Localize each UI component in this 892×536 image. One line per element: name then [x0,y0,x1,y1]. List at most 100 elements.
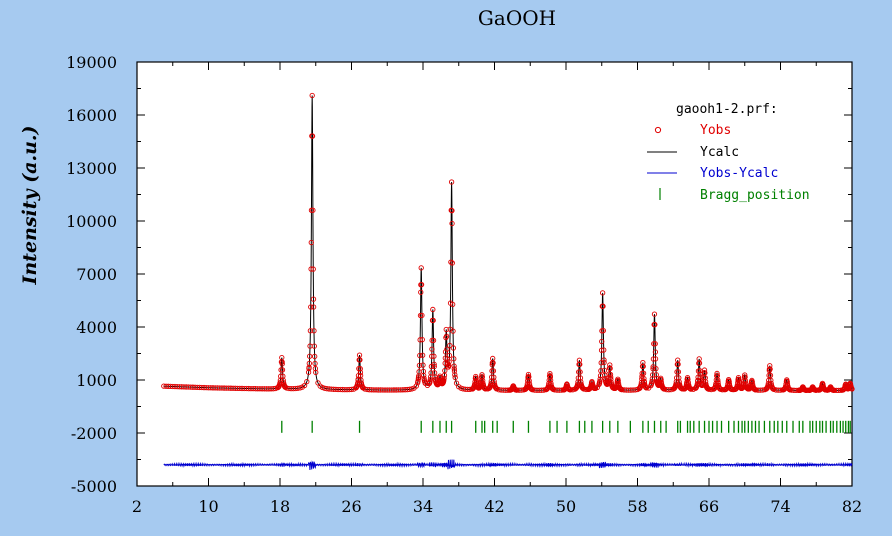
yobs-point [608,376,614,383]
yobs-point [450,301,456,308]
yobs-point [417,352,423,359]
yobs-point [598,347,605,353]
yobs-point [479,374,485,380]
yobs-point [490,360,496,366]
yobs-point [311,328,317,334]
yobs-point [695,377,701,384]
x-tick-label: 42 [484,497,504,516]
yobs-point [308,304,314,310]
yobs-point [547,377,554,383]
yobs-point [420,362,426,368]
yobs-point [444,346,450,352]
yobs-point [451,368,458,374]
yobs-point [767,366,773,372]
plot-area [136,61,853,487]
yobs-point [742,378,749,384]
yobs-point [526,378,532,384]
yobs-point [577,361,583,368]
yobs-point [430,317,436,324]
yobs-point [449,208,455,214]
yobs-point [310,207,316,213]
x-tick-label: 26 [341,497,361,516]
yobs-point [640,363,646,369]
yobs-point [599,338,605,345]
y-tick-label: 4000 [76,318,117,337]
yobs-point [441,375,447,381]
yobs-point [421,375,427,382]
yobs-point [768,377,774,383]
yobs-point [309,92,315,99]
x-tick-label: 74 [770,497,790,516]
yobs-point [313,369,319,375]
yobs-point [416,362,423,369]
yobs-point [418,289,424,295]
yobs-point [766,377,772,383]
series-layer [161,92,855,471]
yobs-point [598,360,604,366]
yobs-point [451,363,457,369]
yobs-point [431,361,437,367]
yobs-point [301,382,308,389]
yobs-point [279,359,285,365]
yobs-point [652,349,659,355]
yobs-point [451,356,457,362]
yobs-point [357,369,364,376]
yobs-point [278,373,284,379]
yobs-point [419,336,425,343]
yobs-point [305,369,312,375]
yobs-point [449,260,455,266]
yobs-point [417,337,423,343]
yobs-point [419,312,425,318]
yobs-point [641,376,647,382]
yobs-point [312,353,318,360]
yobs-point [419,352,426,358]
y-tick-label: 1000 [76,371,117,390]
yobs-point [547,374,554,380]
yobs-point [607,371,614,378]
yobs-point [490,368,497,374]
yobs-point [304,378,310,385]
yobs-point [427,376,433,383]
y-tick-label: 7000 [76,265,117,284]
yobs-point [547,370,553,377]
yobs-point [640,370,647,376]
yobs-point [279,361,285,367]
yobs-point [446,359,452,365]
yobs-point [849,386,855,392]
yobs-point [448,179,455,185]
yobs-point [442,367,448,374]
yobs-point [348,386,355,393]
yobs-point [479,372,485,378]
yobs-point [421,372,427,379]
yobs-point [643,385,650,391]
yobs-point [279,367,286,373]
yobs-point [742,374,748,380]
yobs-point [650,372,656,378]
y-tick-label: 16000 [66,106,117,125]
y-tick-label: 10000 [66,212,117,231]
legend-yobs-marker [654,126,662,134]
yobs-point [450,328,456,334]
yobs-point [312,360,318,367]
yobs-point [742,372,748,378]
yobs-point [445,361,451,367]
yobs-point [357,357,363,363]
yobs-point [599,290,606,296]
yobs-point [649,378,655,385]
legend-ycalc-label: Ycalc [700,145,739,160]
yobs-point [696,360,703,366]
yobs-point [575,375,581,381]
yobs-point [307,328,314,334]
legend-diff-label: Yobs-Ycalc [700,166,778,181]
yobs-point [446,352,453,359]
y-tick-label: 13000 [66,159,117,178]
y-axis-label: Intensity (a.u.) [19,125,41,285]
yobs-point [601,347,607,353]
yobs-point [650,366,656,372]
yobs-point [615,378,621,384]
yobs-point [652,356,659,362]
x-tick-label: 2 [132,497,142,516]
x-tick-label: 10 [198,497,218,516]
